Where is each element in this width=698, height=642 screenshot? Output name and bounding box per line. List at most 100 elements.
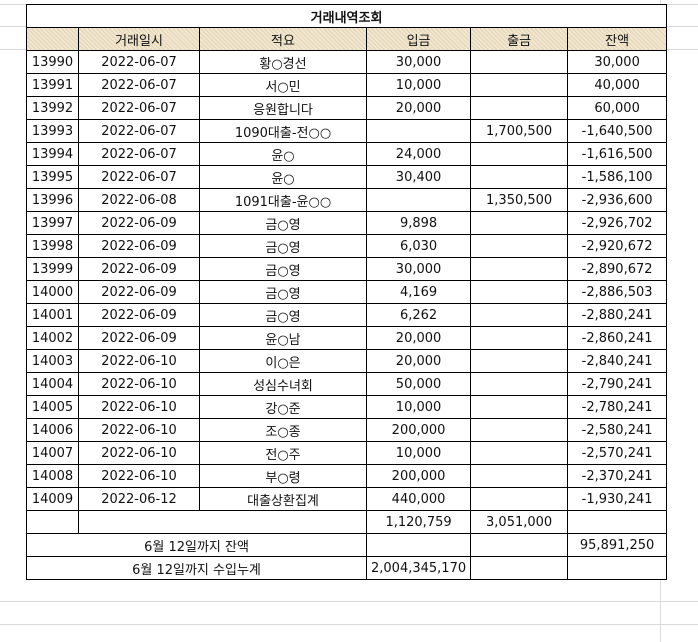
cell-memo: 성심수녀회 xyxy=(199,372,367,396)
cell-no: 13992 xyxy=(26,96,79,120)
cell-deposit: 20,000 xyxy=(365,96,472,120)
cell-memo: 금○영 xyxy=(199,211,367,235)
page-title: 거래내역조회 xyxy=(25,4,668,28)
cell-no: 14002 xyxy=(26,326,79,350)
summary-balance-empty-2 xyxy=(470,533,569,557)
cell-deposit: 30,000 xyxy=(365,50,472,74)
cell-withdrawal xyxy=(470,441,569,465)
cell-withdrawal xyxy=(470,349,569,373)
cell-balance: -2,790,241 xyxy=(567,372,668,396)
cell-balance: 40,000 xyxy=(567,73,668,97)
row-10: 14000 2022-06-09 금○영 4,169 -2,886,503 xyxy=(26,280,668,304)
cell-memo: 서○민 xyxy=(199,73,367,97)
cell-date: 2022-06-07 xyxy=(78,50,200,74)
row-7: 13997 2022-06-09 금○영 9,898 -2,926,702 xyxy=(26,211,668,235)
summary-balance-row: 6월 12일까지 잔액 95,891,250 xyxy=(26,533,668,557)
row-1: 13991 2022-06-07 서○민 10,000 40,000 xyxy=(26,73,668,97)
cell-balance: -2,840,241 xyxy=(567,349,668,373)
cell-deposit: 10,000 xyxy=(365,73,472,97)
cell-balance: -2,370,241 xyxy=(567,464,668,488)
cell-deposit: 50,000 xyxy=(365,372,472,396)
summary-income-empty-1 xyxy=(470,556,569,580)
header-deposit: 입금 xyxy=(365,27,472,51)
row-6: 13996 2022-06-08 1091대출-윤○○ 1,350,500 -2… xyxy=(26,188,668,212)
cell-no: 13993 xyxy=(26,119,79,143)
cell-no: 13996 xyxy=(26,188,79,212)
cell-deposit: 440,000 xyxy=(365,487,472,511)
cell-deposit xyxy=(365,188,472,212)
cell-withdrawal xyxy=(470,418,569,442)
cell-deposit: 20,000 xyxy=(365,326,472,350)
cell-memo: 금○영 xyxy=(199,280,367,304)
cell-date: 2022-06-09 xyxy=(78,257,200,281)
cell-no: 14001 xyxy=(26,303,79,327)
cell-memo: 윤○남 xyxy=(199,326,367,350)
cell-no: 13990 xyxy=(26,50,79,74)
cell-no: 13991 xyxy=(26,73,79,97)
cell-date: 2022-06-07 xyxy=(78,96,200,120)
cell-balance: -1,586,100 xyxy=(567,165,668,189)
cell-balance: -2,890,672 xyxy=(567,257,668,281)
cell-deposit: 6,262 xyxy=(365,303,472,327)
cell-no: 13995 xyxy=(26,165,79,189)
cell-balance: -2,926,702 xyxy=(567,211,668,235)
cell-date: 2022-06-07 xyxy=(78,73,200,97)
totals-empty xyxy=(26,510,79,534)
cell-memo: 부○령 xyxy=(199,464,367,488)
cell-memo: 강○준 xyxy=(199,395,367,419)
cell-balance: -2,580,241 xyxy=(567,418,668,442)
row-5: 13995 2022-06-07 윤○ 30,400 -1,586,100 xyxy=(26,165,668,189)
cell-memo: 금○영 xyxy=(199,234,367,258)
summary-balance-empty-1 xyxy=(365,533,472,557)
cell-withdrawal xyxy=(470,50,569,74)
row-8: 13998 2022-06-09 금○영 6,030 -2,920,672 xyxy=(26,234,668,258)
cell-withdrawal xyxy=(470,165,569,189)
cell-withdrawal xyxy=(470,487,569,511)
totals-label-empty xyxy=(78,510,367,534)
header-date: 거래일시 xyxy=(78,27,200,51)
cell-withdrawal xyxy=(470,303,569,327)
cell-withdrawal xyxy=(470,395,569,419)
cell-withdrawal xyxy=(470,142,569,166)
cell-deposit: 4,169 xyxy=(365,280,472,304)
cell-date: 2022-06-10 xyxy=(78,441,200,465)
cell-date: 2022-06-10 xyxy=(78,464,200,488)
cell-no: 14009 xyxy=(26,487,79,511)
cell-no: 13999 xyxy=(26,257,79,281)
cell-date: 2022-06-09 xyxy=(78,280,200,304)
total-withdrawal: 3,051,000 xyxy=(470,510,569,534)
cell-no: 14003 xyxy=(26,349,79,373)
cell-no: 14005 xyxy=(26,395,79,419)
cell-withdrawal: 1,700,500 xyxy=(470,119,569,143)
cell-memo: 1091대출-윤○○ xyxy=(199,188,367,212)
cell-memo: 황○경선 xyxy=(199,50,367,74)
row-3: 13993 2022-06-07 1090대출-전○○ 1,700,500 -1… xyxy=(26,119,668,143)
cell-deposit: 20,000 xyxy=(365,349,472,373)
cell-balance: -2,886,503 xyxy=(567,280,668,304)
row-9: 13999 2022-06-09 금○영 30,000 -2,890,672 xyxy=(26,257,668,281)
cell-deposit xyxy=(365,119,472,143)
cell-deposit: 30,400 xyxy=(365,165,472,189)
header-balance: 잔액 xyxy=(567,27,668,51)
cell-no: 14008 xyxy=(26,464,79,488)
cell-date: 2022-06-10 xyxy=(78,395,200,419)
cell-withdrawal xyxy=(470,257,569,281)
cell-balance: -1,640,500 xyxy=(567,119,668,143)
row-16: 14006 2022-06-10 조○종 200,000 -2,580,241 xyxy=(26,418,668,442)
cell-date: 2022-06-09 xyxy=(78,234,200,258)
row-17: 14007 2022-06-10 전○주 10,000 -2,570,241 xyxy=(26,441,668,465)
cell-balance: -2,780,241 xyxy=(567,395,668,419)
header-memo: 적요 xyxy=(199,27,367,51)
row-19: 14009 2022-06-12 대출상환집계 440,000 -1,930,2… xyxy=(26,487,668,511)
cell-withdrawal xyxy=(470,234,569,258)
summary-income-row: 6월 12일까지 수입누계 2,004,345,170 xyxy=(26,556,668,580)
cell-balance: -2,880,241 xyxy=(567,303,668,327)
cell-no: 13997 xyxy=(26,211,79,235)
summary-income-value: 2,004,345,170 xyxy=(365,556,472,580)
cell-deposit: 24,000 xyxy=(365,142,472,166)
cell-no: 14000 xyxy=(26,280,79,304)
summary-income-empty-2 xyxy=(567,556,668,580)
cell-deposit: 200,000 xyxy=(365,464,472,488)
total-balance-empty xyxy=(567,510,668,534)
row-15: 14005 2022-06-10 강○준 10,000 -2,780,241 xyxy=(26,395,668,419)
